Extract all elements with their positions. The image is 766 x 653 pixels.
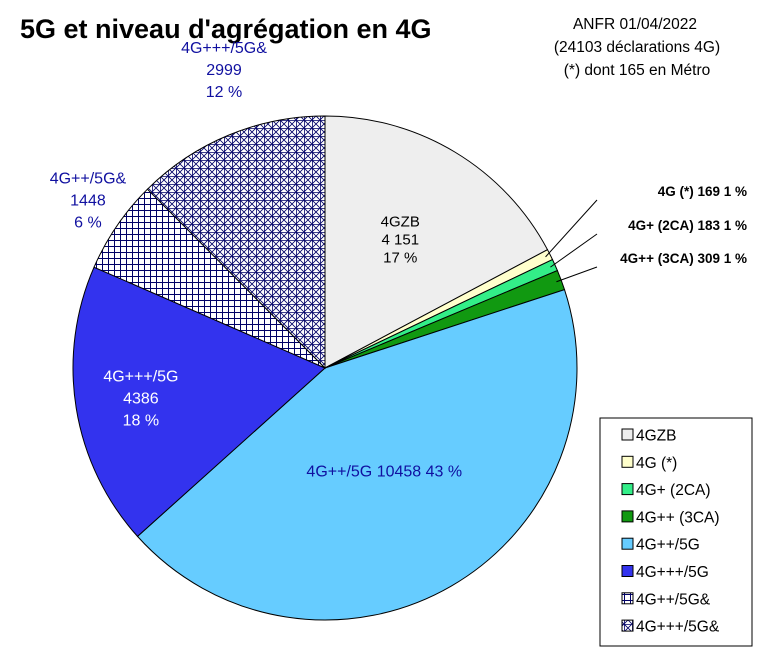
label-value-4g-5g-3: 4386 <box>123 391 159 408</box>
label-4g-5g: 4G++/5G 10458 43 % <box>306 464 462 481</box>
legend-swatch-4g-5g <box>621 537 634 550</box>
source-line-2: (24103 déclarations 4G) <box>554 39 720 56</box>
legend-label-4g: 4G (*) <box>636 455 677 472</box>
label-4g-2ca: 4G+ (2CA) 183 1 % <box>628 218 747 233</box>
legend: 4GZB 4G (*) 4G+ (2CA) 4G++ (3CA) 4G++/5G 4G++… <box>599 417 753 647</box>
slice-4g-5g <box>146 115 326 370</box>
legend-swatch-4g <box>621 455 634 468</box>
legend-swatch-4g-5g <box>621 565 634 577</box>
label-value-4gzb: 4 151 <box>382 232 420 249</box>
legend-label-4g-5g: 4G++/5G <box>636 537 700 554</box>
label-name-4gzb: 4GZB <box>381 214 420 231</box>
legend-label-4g-5g: 4G++/5G& <box>636 591 711 608</box>
label-4g-3ca: 4G++ (3CA) 309 1 % <box>620 251 747 266</box>
leader-4g-2ca <box>550 233 598 268</box>
label-pct-4g-5g-amp: 6 % <box>74 215 102 232</box>
legend-label-4g-2ca: 4G+ (2CA) <box>636 482 711 499</box>
legend-swatch-4g-3ca <box>621 510 634 523</box>
legend-box <box>599 417 753 647</box>
legend-label-4gzb: 4GZB <box>636 428 676 445</box>
chart-title: 5G et niveau d'agrégation en 4G <box>20 14 432 44</box>
leader-lines <box>545 199 598 283</box>
source-line-3: (*) dont 165 en Métro <box>564 62 710 79</box>
source-line-1: ANFR 01/04/2022 <box>573 16 697 33</box>
label-value-4g-5g-amp: 1448 <box>70 193 106 210</box>
slice-4gzb <box>324 115 549 369</box>
label-pct-4gzb: 17 % <box>383 250 417 267</box>
legend-swatch-4g-5g <box>621 592 634 605</box>
legend-label-4g-3ca: 4G++ (3CA) <box>636 509 720 526</box>
slice-4g-5g <box>72 266 326 538</box>
legend-label-4g-5g: 4G+++/5G <box>636 564 709 581</box>
pie-slices <box>72 115 578 621</box>
label-name-4g-5g-3: 4G+++/5G <box>103 369 178 386</box>
label-pct-4g-5g-3: 18 % <box>123 413 159 430</box>
legend-swatch-4g-2ca <box>621 483 634 496</box>
label-4g: 4G (*) 169 1 % <box>658 184 747 199</box>
label-name-4g-5g-amp-3: 4G+++/5G& <box>181 40 267 57</box>
legend-label-4g-5g: 4G+++/5G& <box>636 619 720 636</box>
slice-4g-5g <box>136 288 578 621</box>
label-pct-4g-5g-amp-3: 12 % <box>206 84 242 101</box>
label-name-4g-5g-amp: 4G++/5G& <box>50 171 127 188</box>
legend-swatch-4gzb <box>621 428 634 441</box>
leader-4g-3ca <box>556 266 598 283</box>
leader-4g <box>545 199 598 258</box>
legend-swatch-4g-5g <box>621 619 634 632</box>
label-value-4g-5g-amp-3: 2999 <box>206 62 242 79</box>
